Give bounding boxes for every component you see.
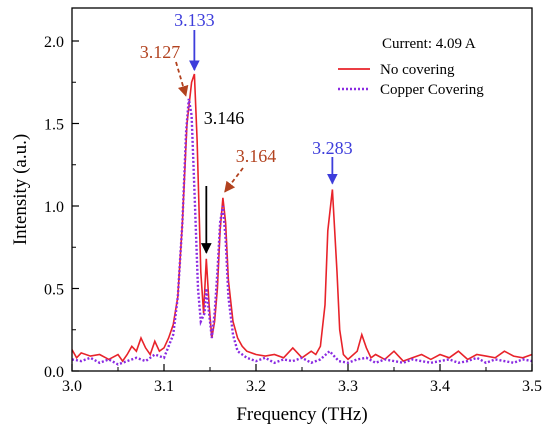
y-axis-ticks: 0.0 0.5 1.0 1.5 2.0 <box>44 34 79 381</box>
y-axis-label: Intensity (a.u.) <box>10 134 31 245</box>
annotation-arrow <box>224 167 244 193</box>
annotation-label: 3.164 <box>236 146 277 166</box>
y-tick-label: 2.0 <box>44 34 64 51</box>
y-tick-label: 1.0 <box>44 199 64 216</box>
annotation-label: 3.283 <box>312 138 353 158</box>
x-tick-label: 3.3 <box>338 378 358 395</box>
legend: Current: 4.09 A No covering Copper Cover… <box>338 36 484 98</box>
series-line-copper-covering <box>71 98 533 366</box>
y-tick-label: 1.5 <box>44 117 64 134</box>
peak-annotations: 3.133 3.127 3.146 3.164 3.283 <box>140 10 353 254</box>
x-tick-label: 3.5 <box>522 378 542 395</box>
plot-frame <box>71 7 533 372</box>
series-layer <box>71 73 533 366</box>
annotation-label: 3.133 <box>174 10 215 30</box>
annotation-label: 3.127 <box>140 42 181 62</box>
x-axis-ticks: 3.0 3.1 3.2 3.3 3.4 3.5 <box>62 364 542 395</box>
y-tick-label: 0.5 <box>44 282 64 299</box>
legend-label-no-covering: No covering <box>380 62 455 78</box>
x-tick-label: 3.0 <box>62 378 82 395</box>
annotation-arrow <box>175 61 189 97</box>
annotation-label: 3.146 <box>204 108 245 128</box>
x-tick-label: 3.4 <box>430 378 450 395</box>
x-axis-label: Frequency (THz) <box>236 404 367 425</box>
legend-label-copper-covering: Copper Covering <box>380 82 484 98</box>
y-tick-label: 0.0 <box>44 364 64 381</box>
x-tick-label: 3.2 <box>246 378 266 395</box>
series-line-no-covering <box>71 73 533 363</box>
legend-title: Current: 4.09 A <box>382 36 476 52</box>
x-tick-label: 3.1 <box>154 378 174 395</box>
